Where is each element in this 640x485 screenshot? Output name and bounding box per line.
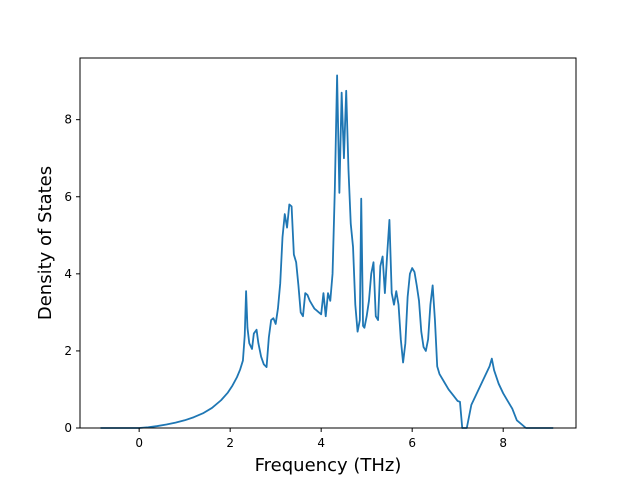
y-axis-label: Density of States [35, 166, 56, 320]
y-tick-label: 6 [64, 190, 72, 204]
y-tick-label: 0 [64, 421, 72, 435]
y-tick-label: 8 [64, 113, 72, 127]
axes-frame [79, 57, 577, 429]
x-tick-label: 8 [499, 436, 507, 450]
x-axis-label: Frequency (THz) [255, 455, 402, 476]
x-tick-label: 0 [135, 436, 143, 450]
x-tick-label: 4 [317, 436, 325, 450]
x-axis-ticks: 0 2 4 6 8 [135, 428, 507, 450]
y-axis-ticks: 0 2 4 6 8 [64, 113, 80, 435]
y-tick-label: 4 [64, 267, 72, 281]
x-tick-label: 2 [226, 436, 234, 450]
plot-layer [100, 74, 554, 429]
x-tick-label: 6 [408, 436, 416, 450]
dos-series-line [100, 74, 554, 429]
y-tick-label: 2 [64, 344, 72, 358]
